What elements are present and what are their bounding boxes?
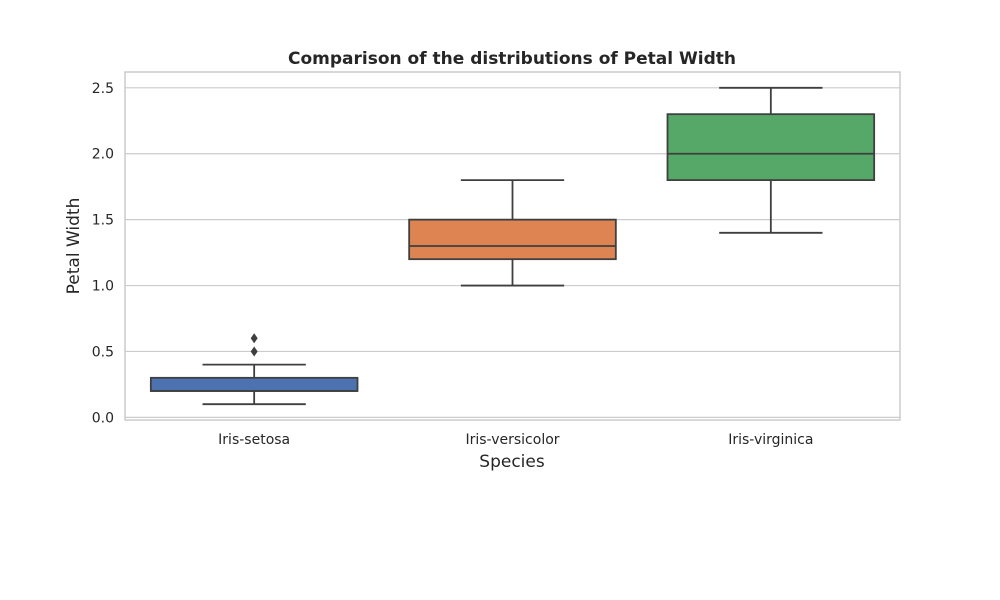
box-iris-versicolor bbox=[408, 179, 617, 287]
y-tick-label: 2.5 bbox=[92, 81, 114, 97]
x-axis-label: Species bbox=[479, 452, 545, 472]
outlier-point bbox=[250, 346, 258, 357]
y-tick-label: 0.5 bbox=[92, 344, 114, 360]
y-tick-labels: 0.0 0.5 1.0 1.5 2.0 2.5 bbox=[92, 81, 114, 427]
x-tick-labels: Iris-setosa Iris-versicolor Iris-virginica bbox=[218, 432, 813, 448]
outlier-point bbox=[250, 333, 258, 344]
y-tick-label: 1.5 bbox=[92, 213, 114, 229]
chart-title: Comparison of the distributions of Petal… bbox=[288, 49, 736, 69]
boxes-layer bbox=[149, 86, 876, 406]
y-tick-label: 0.0 bbox=[92, 410, 114, 426]
y-tick-label: 2.0 bbox=[92, 147, 114, 163]
box-iris-setosa bbox=[149, 333, 359, 406]
y-tick-label: 1.0 bbox=[92, 279, 114, 295]
x-tick-label: Iris-setosa bbox=[218, 432, 290, 448]
iqr-box bbox=[666, 113, 876, 181]
x-tick-label: Iris-virginica bbox=[728, 432, 813, 448]
box-iris-virginica bbox=[666, 86, 876, 234]
iqr-box bbox=[408, 218, 617, 261]
iqr-box bbox=[149, 376, 359, 392]
y-axis-label: Petal Width bbox=[64, 198, 84, 295]
x-tick-label: Iris-versicolor bbox=[465, 432, 559, 448]
